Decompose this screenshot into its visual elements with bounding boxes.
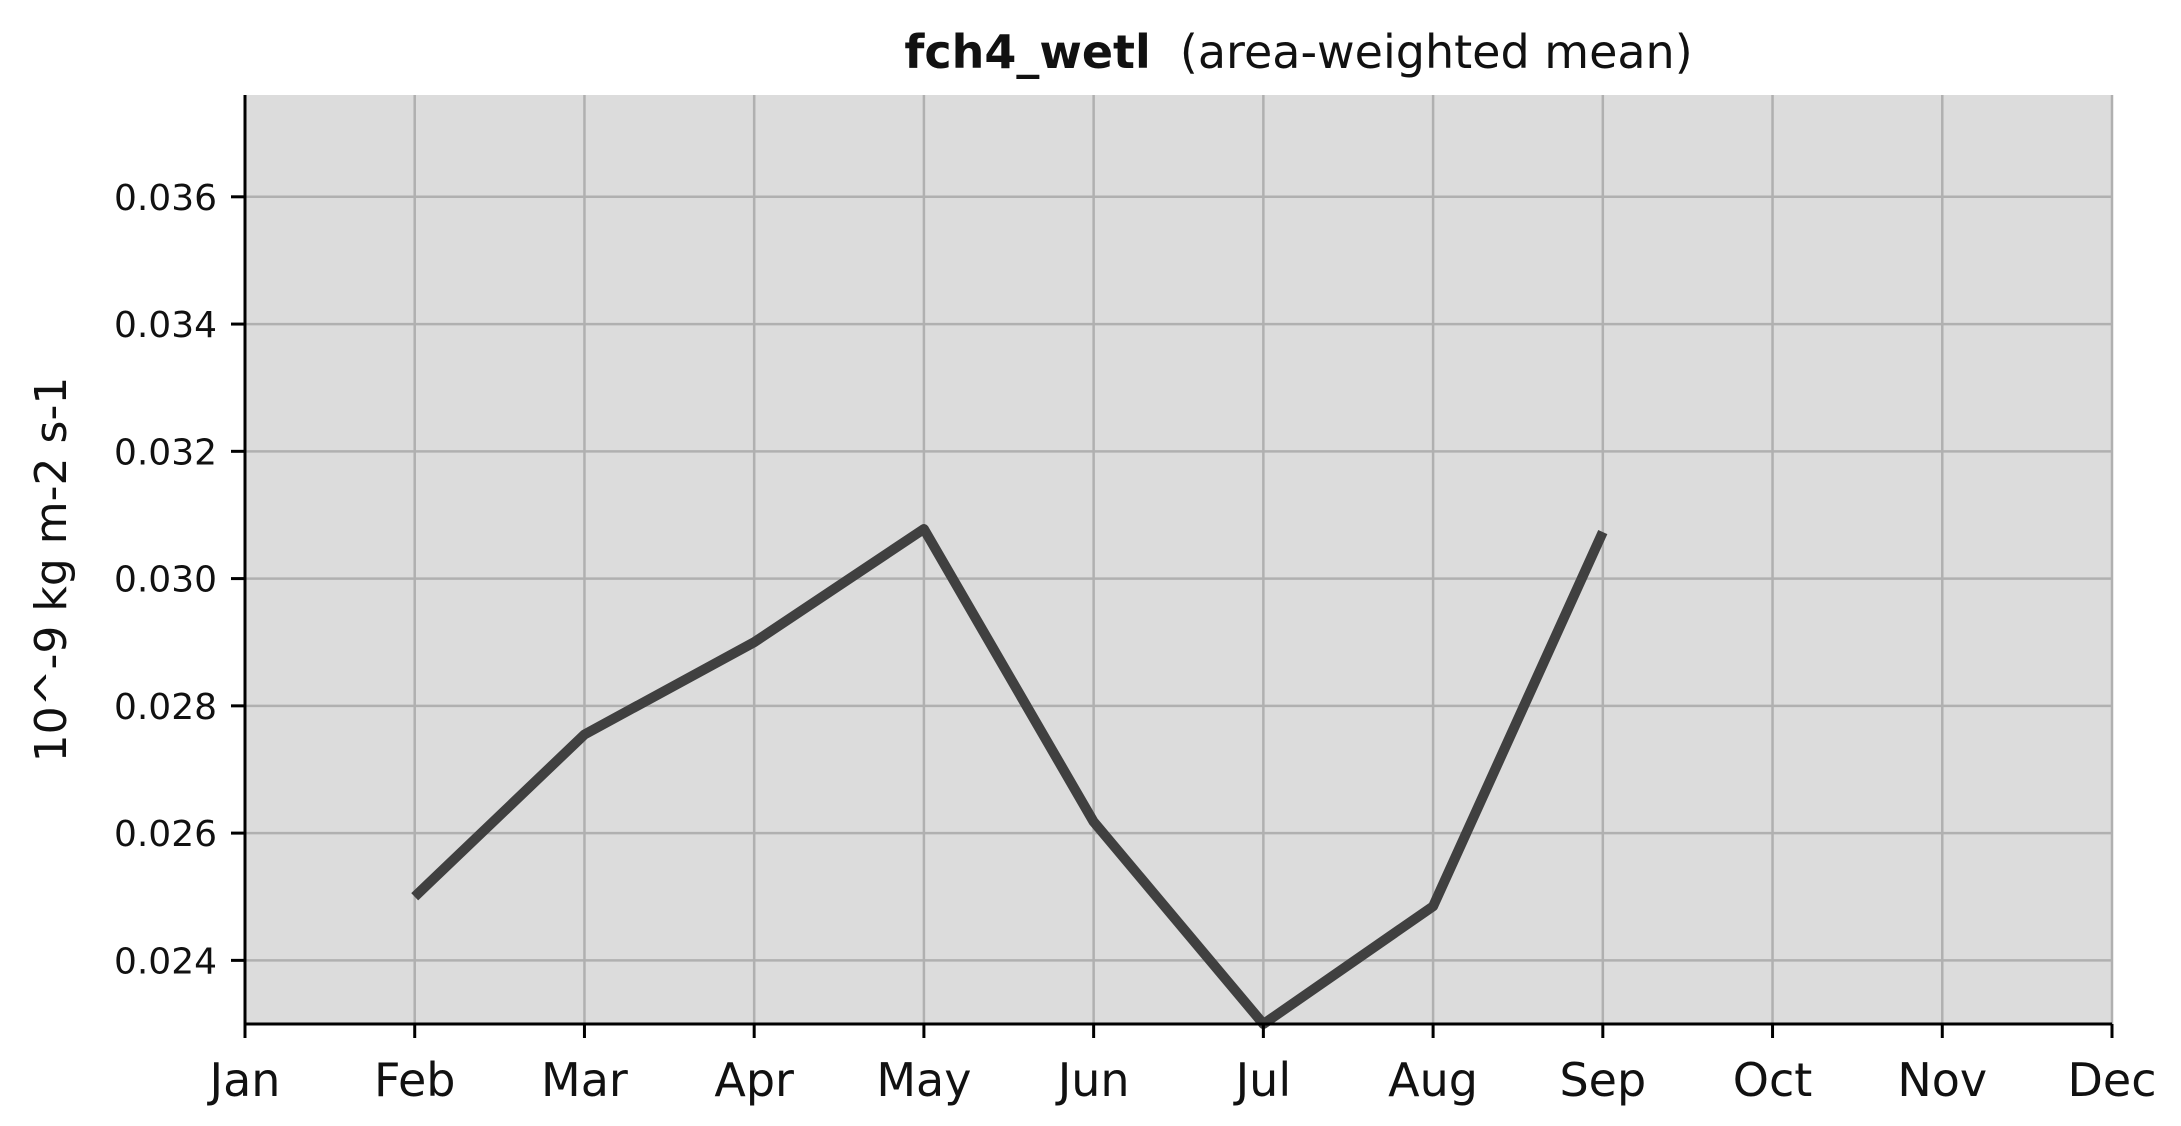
chart-title-main: fch4_wetl [904, 25, 1151, 79]
x-tick-label-sep: Sep [1559, 1053, 1646, 1107]
axes [243, 95, 2112, 1026]
x-tick-label-may: May [876, 1053, 971, 1107]
x-tick-label-jan: Jan [207, 1053, 281, 1107]
y-tick-label: 0.024 [114, 941, 217, 982]
x-tick-label-aug: Aug [1388, 1053, 1478, 1107]
plot-background [245, 95, 2112, 1024]
grid-lines [243, 95, 2114, 1024]
chart-title-subtitle: (area-weighted mean) [1180, 25, 1693, 79]
y-tick-label: 0.036 [114, 178, 217, 219]
y-tick-label: 0.034 [114, 305, 217, 346]
y-tick-label: 0.028 [114, 687, 217, 728]
series-line [411, 524, 1608, 1029]
x-tick-label-mar: Mar [541, 1053, 628, 1107]
y-tick-label: 0.032 [114, 432, 217, 473]
y-tick-label: 0.026 [114, 814, 217, 855]
x-tick-label-apr: Apr [714, 1053, 794, 1107]
y-axis-label: 10^-9 kg m-2 s-1 [26, 377, 77, 763]
x-tick-label-jul: Jul [1233, 1053, 1292, 1107]
chart-title: fch4_wetl (area-weighted mean) [904, 25, 1692, 79]
y-tick-label: 0.030 [114, 560, 217, 601]
x-tick-label-jun: Jun [1055, 1053, 1130, 1107]
x-tick-label-nov: Nov [1897, 1053, 1987, 1107]
x-tick-label-dec: Dec [2067, 1053, 2156, 1107]
tick-labels: 0.024 0.026 0.028 0.030 0.032 0.034 0.036 Jan Fe… [114, 178, 2157, 1107]
x-tick-label-oct: Oct [1733, 1053, 1813, 1107]
x-tick-label-feb: Feb [374, 1053, 455, 1107]
